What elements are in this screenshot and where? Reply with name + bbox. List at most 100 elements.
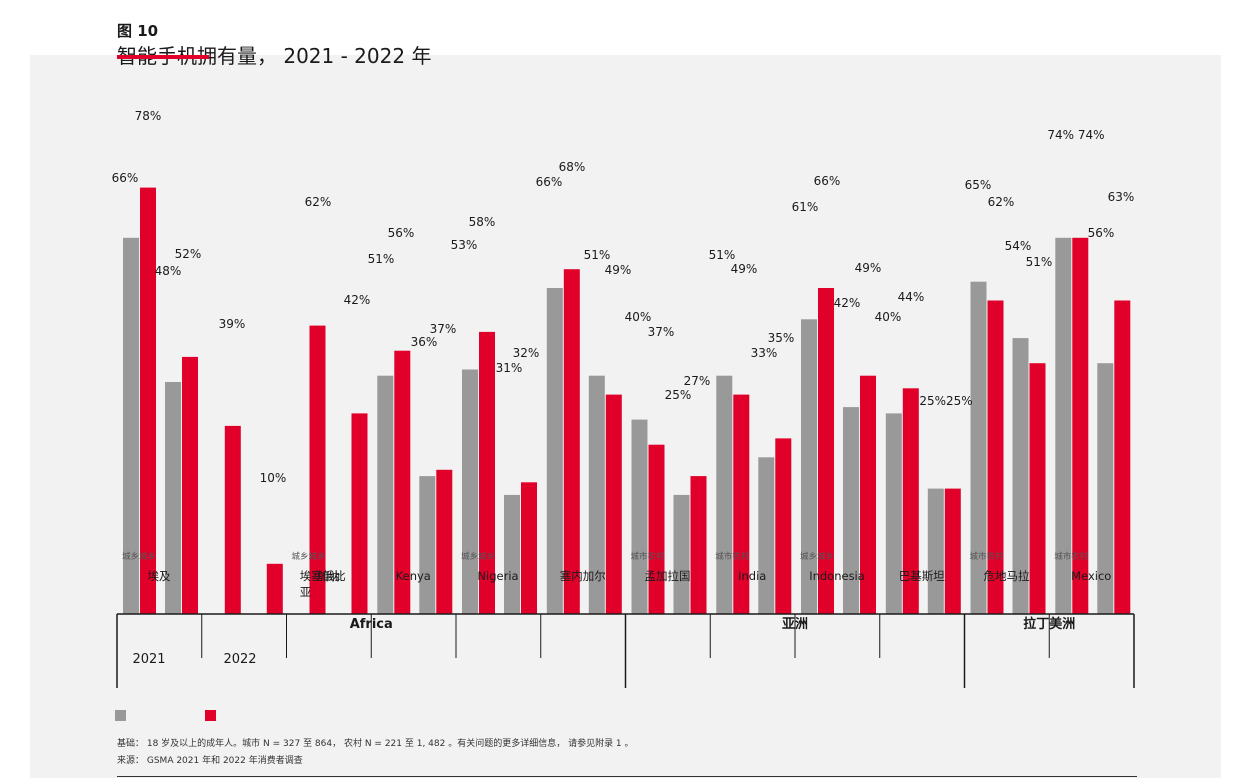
data-label: 32% (513, 346, 540, 360)
data-label: 49% (605, 263, 632, 277)
bar-2021-c8-g0 (801, 319, 817, 614)
figure-label: 图 10 (117, 22, 159, 40)
bar-2022-c11-g0 (1072, 237, 1089, 615)
country-subheader: 城乡城乡 (292, 552, 326, 562)
axis-layer: Africa 亚洲 拉丁美洲 2021 2022 (116, 613, 1135, 688)
bar-2021-c9-g0 (885, 413, 902, 614)
bar-2022-c4-g0 (479, 331, 495, 614)
country-subheader: 城市农村 (1054, 551, 1089, 562)
data-label: 66% (112, 171, 139, 185)
bar-2022-c1-g1 (266, 563, 283, 614)
data-label: 56% (1088, 226, 1115, 240)
data-label: 53% (451, 238, 478, 252)
country-subheader: 城乡城乡 (122, 552, 156, 562)
bar-2022-c3-g0 (394, 350, 411, 614)
legend-swatch-2022 (205, 710, 216, 721)
country-subheader: 城乡城乡 (461, 552, 495, 562)
footnote-basis: 基础： 18 岁及以上的成年人。城市 N = 327 至 864， 农村 N =… (117, 739, 634, 749)
country-name: Kenya (396, 569, 431, 583)
data-label: 33% (751, 346, 778, 360)
data-label: 44% (898, 290, 925, 304)
data-label: 10% (260, 471, 287, 485)
data-label: 66% (814, 174, 841, 188)
bar-2021-c7-g1 (758, 457, 775, 615)
bar-2021-c11-g1 (1097, 363, 1114, 614)
bar-2021-c10-g0 (970, 281, 987, 614)
data-label: 48% (155, 264, 182, 278)
footnote-source: 来源： GSMA 2021 年和 2022 年消费者调查 (117, 756, 303, 766)
country-name: 埃及 (148, 569, 171, 583)
bar-2022-c6-g1 (690, 476, 707, 614)
bar-2021-c10-g1 (1012, 338, 1029, 614)
data-label: 35% (768, 331, 795, 345)
bar-2022-c6-g0 (648, 444, 665, 614)
bar-2022-c3-g1 (436, 469, 453, 614)
bar-2021-c9-g1 (927, 488, 944, 614)
bar-2022-c8-g0 (818, 288, 834, 614)
bar-2021-c0-g1 (165, 382, 181, 614)
data-label: 56% (388, 226, 415, 240)
country-name: 加纳 (317, 569, 340, 583)
bar-2022-c11-g1 (1114, 300, 1131, 614)
bar-2021-c7-g0 (716, 375, 733, 614)
data-label: 40% (625, 310, 652, 324)
data-label: 51% (584, 248, 611, 262)
data-label: 42% (344, 293, 371, 307)
year-axis-label: 2021 (132, 652, 165, 667)
bar-2022-c8-g1 (860, 375, 876, 614)
data-label: 52% (175, 247, 202, 261)
bar-2021-c6-g0 (631, 419, 648, 614)
country-subheader: 城市农村 (715, 551, 750, 562)
data-label: 61% (792, 200, 819, 214)
data-label: 25% (665, 388, 692, 402)
title-accent-bar (117, 55, 209, 59)
data-label: 54% (1005, 239, 1032, 253)
bar-2021-c4-g0 (462, 369, 478, 614)
country-name: Mexico (1071, 569, 1111, 583)
data-label: 31% (496, 361, 523, 375)
legend-swatch-2021 (115, 710, 126, 721)
bar-2021-c5-g0 (546, 288, 563, 614)
data-label: 27% (684, 374, 711, 388)
bar-2021-c0-g0 (123, 237, 139, 615)
data-label: 49% (855, 261, 882, 275)
bars-layer (123, 187, 1131, 615)
bar-2021-c11-g0 (1055, 237, 1072, 615)
data-label: 36% (411, 335, 438, 349)
data-label: 25%25% (919, 394, 972, 408)
bar-2021-c6-g1 (673, 494, 690, 614)
data-label: 42% (834, 296, 861, 310)
country-name: 巴基斯坦 (899, 569, 945, 583)
bar-2021-c3-g0 (377, 375, 394, 614)
data-label: 39% (219, 317, 246, 331)
region-label: Africa (350, 617, 393, 632)
data-label: 51% (709, 248, 736, 262)
bar-2021-c5-g1 (588, 375, 605, 614)
year-axis-label: 2022 (223, 652, 256, 667)
data-label: 58% (469, 215, 496, 229)
bar-2022-c0-g0 (140, 187, 156, 614)
data-label: 66% (536, 175, 563, 189)
country-subheader: 城市农村 (631, 551, 666, 562)
data-label: 63% (1108, 190, 1135, 204)
data-label: 51% (368, 252, 395, 266)
country-subheader: 城市农村 (970, 551, 1005, 562)
country-name: Nigeria (477, 569, 518, 583)
country-name: 埃塞俄比 (300, 569, 346, 583)
country-name: 孟加拉国 (645, 569, 691, 583)
bar-2022-c9-g0 (902, 388, 919, 614)
data-label: 78% (135, 109, 162, 123)
bar-2022-c5-g1 (605, 394, 622, 614)
country-name-wrap: 亚 (300, 585, 312, 599)
bar-2022-c7-g0 (733, 394, 750, 614)
bottom-rule (117, 776, 1137, 777)
data-label: 74% 74% (1047, 128, 1104, 142)
data-label: 62% (305, 195, 332, 209)
bar-2022-c5-g0 (563, 269, 580, 614)
bar-2021-c8-g1 (843, 407, 859, 614)
bar-2022-c4-g1 (521, 482, 537, 614)
data-label: 37% (648, 325, 675, 339)
country-name: India (738, 569, 766, 583)
